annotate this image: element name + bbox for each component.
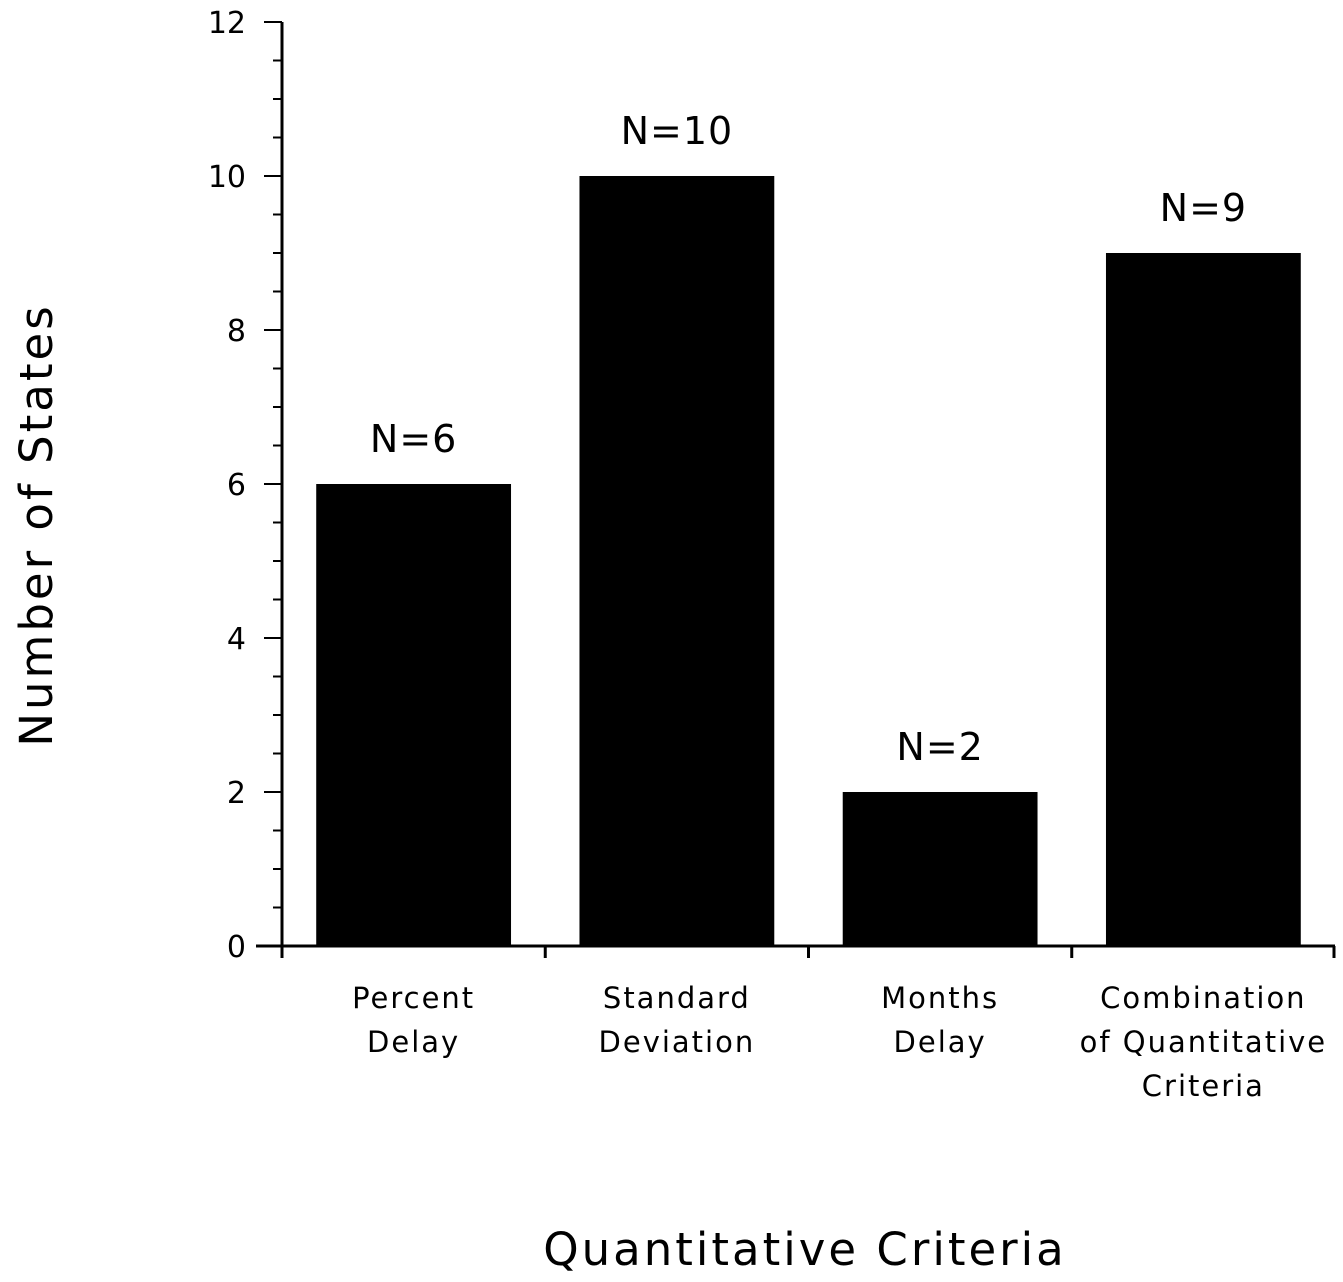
bar <box>1105 253 1301 946</box>
bar-data-label: N=2 <box>896 725 983 769</box>
bars-layer <box>316 176 1301 946</box>
x-category-label: Combination of Quantitative Criteria <box>1080 981 1328 1103</box>
x-category-label-line: Percent <box>352 981 475 1015</box>
bar-data-label: N=6 <box>370 417 457 461</box>
bar <box>842 792 1038 946</box>
x-category-label-line: Combination <box>1100 981 1306 1015</box>
y-tick-label: 8 <box>227 314 246 349</box>
y-tick-label: 12 <box>208 6 246 41</box>
x-category-label-line: Criteria <box>1142 1069 1265 1103</box>
bar-data-label: N=9 <box>1160 186 1247 230</box>
y-tick-label: 4 <box>227 622 246 657</box>
labels-layer: 0 2 4 6 8 10 12 N=6 Percent Delay N=10 Standard Devi… <box>208 6 1328 1103</box>
bar <box>579 176 775 946</box>
x-category-label-line: Deviation <box>599 1025 756 1059</box>
y-tick-label: 10 <box>208 160 246 195</box>
y-tick-label: 2 <box>227 776 246 811</box>
x-category-label: Standard Deviation <box>599 981 756 1059</box>
bar <box>316 484 512 946</box>
x-category-label: Percent Delay <box>352 981 475 1059</box>
axes-layer <box>256 21 1336 958</box>
x-category-label-line: Delay <box>367 1025 460 1059</box>
y-tick-label: 0 <box>227 930 246 965</box>
x-category-label-line: of Quantitative <box>1080 1025 1328 1059</box>
x-category-label-line: Standard <box>603 981 751 1015</box>
x-axis-title: Quantitative Criteria <box>543 1223 1067 1276</box>
bar-data-label: N=10 <box>621 109 734 153</box>
y-axis-title: Number of States <box>10 303 63 746</box>
x-category-label-line: Delay <box>894 1025 987 1059</box>
x-category-label-line: Months <box>881 981 999 1015</box>
x-category-label: Months Delay <box>881 981 999 1059</box>
y-tick-label: 6 <box>227 468 246 503</box>
